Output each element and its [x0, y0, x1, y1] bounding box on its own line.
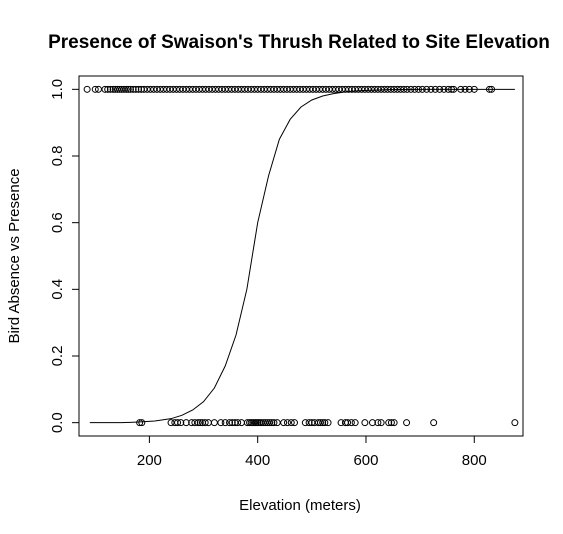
plot-frame: [79, 76, 523, 436]
y-axis-label: Bird Absence vs Presence: [6, 168, 23, 343]
y-tick-label: 0.8: [49, 146, 66, 167]
x-tick-label: 800: [462, 452, 487, 469]
x-tick-label: 600: [353, 452, 378, 469]
data-point: [431, 420, 437, 426]
data-point: [84, 86, 90, 92]
x-axis-label: Elevation (meters): [239, 497, 361, 514]
fitted-curve-layer: [90, 89, 515, 422]
data-point: [512, 420, 518, 426]
y-tick-label: 0.0: [49, 412, 66, 433]
y-tick-label: 0.4: [49, 279, 66, 300]
chart-title: Presence of Swaison's Thrush Related to …: [48, 32, 550, 53]
data-point: [404, 420, 410, 426]
x-axis: 200 400 600 800: [137, 436, 487, 469]
data-point: [238, 420, 244, 426]
data-point: [211, 420, 217, 426]
y-tick-label: 0.2: [49, 346, 66, 367]
fitted-curve: [90, 89, 515, 422]
x-tick-label: 400: [245, 452, 270, 469]
data-point: [362, 420, 368, 426]
y-axis: 0.0 0.2 0.4 0.6 0.8 1.0: [49, 79, 79, 433]
y-tick-label: 0.6: [49, 212, 66, 233]
data-point: [352, 420, 358, 426]
data-points-layer: [84, 86, 518, 425]
x-tick-label: 200: [137, 452, 162, 469]
y-tick-label: 1.0: [49, 79, 66, 100]
